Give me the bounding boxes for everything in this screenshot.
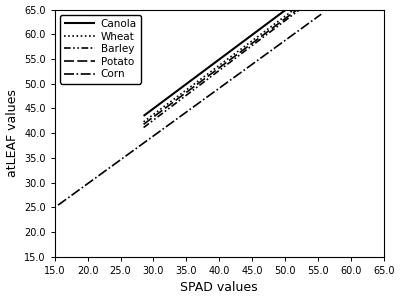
Barley [216,69,221,73]
Corn [56,203,60,207]
Corn [182,112,187,115]
Canola [227,50,232,54]
Corn [198,100,203,103]
Wheat [216,64,221,68]
Canola [295,0,300,3]
Potato [295,8,300,11]
Line: Corn: Corn [58,14,321,205]
Potato [235,52,240,56]
Barley [235,55,240,58]
Wheat [295,5,300,9]
Potato [216,67,221,70]
Canola [270,17,275,21]
Wheat [227,56,232,60]
Barley [295,9,300,13]
Barley [217,68,222,72]
Corn [271,47,276,50]
Potato [299,4,304,8]
Canola [216,58,221,62]
Barley [299,7,304,10]
Corn [312,17,317,21]
Line: Potato: Potato [144,6,302,124]
Corn [319,12,324,16]
Line: Wheat: Wheat [144,4,302,122]
Potato [141,122,146,126]
Canola [217,57,222,61]
Line: Canola: Canola [144,0,302,116]
Y-axis label: atLEAF values: atLEAF values [6,89,18,177]
Corn [181,113,186,116]
Wheat [299,2,304,6]
Canola [235,44,240,47]
Potato [217,66,222,69]
Line: Barley: Barley [144,8,302,128]
Barley [270,28,275,31]
Barley [141,126,146,129]
Wheat [270,23,275,27]
Barley [227,61,232,65]
Legend: Canola, Wheat, Barley, Potato, Corn: Canola, Wheat, Barley, Potato, Corn [60,15,141,83]
Wheat [235,50,240,53]
Corn [212,90,217,93]
Wheat [141,120,146,124]
Canola [141,114,146,118]
Potato [227,59,232,62]
Potato [270,26,275,29]
Wheat [217,63,222,67]
X-axis label: SPAD values: SPAD values [180,281,258,294]
